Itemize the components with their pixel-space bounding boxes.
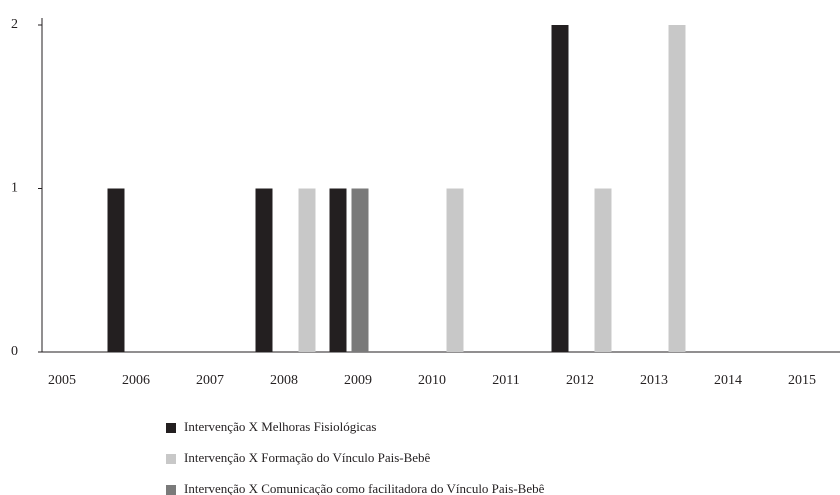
legend-swatch [166,485,176,495]
x-tick-label: 2007 [196,373,224,388]
x-tick-label: 2010 [418,373,446,388]
bar [329,188,347,352]
x-tick-label: 2008 [270,373,298,388]
bar [255,188,273,352]
legend-swatch [166,423,176,433]
x-tick-label: 2012 [566,373,594,388]
bar [107,188,125,352]
y-tick-label: 1 [11,181,18,196]
legend-label: Intervenção X Formação do Vínculo Pais-B… [184,450,431,465]
bar [446,188,464,352]
y-tick-label: 0 [11,344,18,359]
x-tick-label: 2015 [788,373,816,388]
bar [298,188,316,352]
x-tick-label: 2011 [492,373,519,388]
bar [351,188,369,352]
y-tick-label: 2 [11,17,18,32]
legend-label: Intervenção X Melhoras Fisiológicas [184,419,376,434]
legend-label: Intervenção X Comunicação como facilitad… [184,481,545,495]
legend-swatch [166,454,176,464]
bar [551,25,569,352]
x-tick-label: 2009 [344,373,372,388]
x-tick-label: 2006 [122,373,150,388]
x-tick-label: 2005 [48,373,76,388]
x-tick-label: 2013 [640,373,668,388]
bar [594,188,612,352]
x-tick-label: 2014 [714,373,742,388]
bar [668,25,686,352]
